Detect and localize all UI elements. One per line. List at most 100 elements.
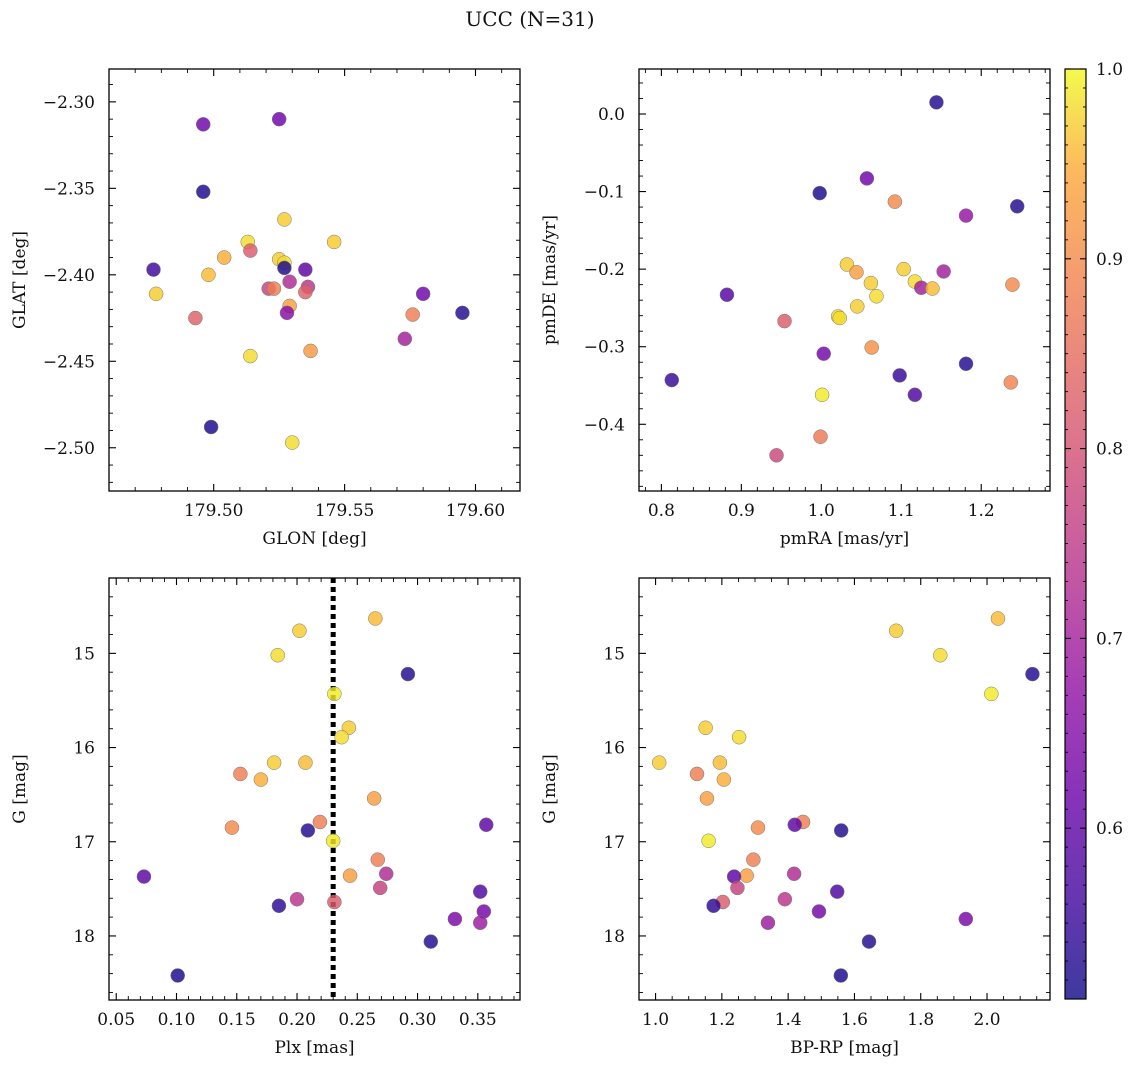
x-tick-label: 1.6 <box>841 1010 868 1030</box>
data-point <box>300 823 316 838</box>
data-point <box>298 755 313 770</box>
data-point <box>719 287 735 302</box>
data-point <box>861 934 877 949</box>
data-point <box>224 820 240 835</box>
x-tick-label: 1.4 <box>775 1010 802 1030</box>
data-point <box>933 647 948 663</box>
data-point <box>811 904 827 919</box>
data-point <box>958 208 974 223</box>
data-point <box>689 766 705 782</box>
data-point <box>664 372 680 388</box>
data-point <box>298 284 313 300</box>
data-point <box>284 435 300 450</box>
x-tick-label: 0.25 <box>338 1010 376 1030</box>
y-tick-label: −0.1 <box>584 183 625 203</box>
data-point <box>282 274 297 289</box>
x-tick-label: 0.9 <box>728 501 755 521</box>
y-tick-label: 18 <box>603 927 625 947</box>
y-tick-label: 16 <box>73 739 95 759</box>
data-point <box>760 915 776 931</box>
data-point <box>216 250 232 265</box>
data-point <box>787 817 803 833</box>
data-point <box>195 117 211 132</box>
plot-area <box>651 611 1040 983</box>
y-tick-label: 15 <box>603 644 625 664</box>
data-point <box>327 894 342 910</box>
data-point <box>786 866 802 882</box>
scatter-panel-3: 0.05 0.10 0.15 0.20 0.25 0.30 0.35 15 16 17 18 Plx … <box>10 577 521 1058</box>
data-point <box>990 611 1006 626</box>
data-point <box>712 755 728 770</box>
data-point <box>706 898 721 914</box>
data-point <box>312 814 328 830</box>
y-tick-label: −0.2 <box>584 260 625 280</box>
x-tick-label: 0.35 <box>459 1010 497 1030</box>
data-point <box>325 833 341 849</box>
data-point <box>397 331 413 347</box>
data-point <box>887 194 903 209</box>
data-point <box>266 281 282 296</box>
data-point <box>892 368 907 383</box>
data-point <box>148 286 164 302</box>
colorbar-tick-label: 0.9 <box>1096 250 1123 270</box>
figure-title: UCC (N=31) <box>465 7 594 31</box>
colorbar-tick-label: 0.6 <box>1096 819 1123 839</box>
data-point <box>372 880 388 896</box>
data-point <box>289 891 305 907</box>
data-point <box>651 755 667 770</box>
data-point <box>699 791 715 806</box>
data-point <box>277 260 292 276</box>
data-point <box>366 791 382 806</box>
data-point <box>813 429 828 444</box>
data-point <box>716 772 732 787</box>
y-axis-label: GLAT [deg] <box>10 231 30 329</box>
data-point <box>869 289 884 304</box>
data-point <box>368 611 383 626</box>
x-tick-label: 0.30 <box>399 1010 437 1030</box>
data-point <box>188 310 203 326</box>
data-point <box>833 968 849 983</box>
data-point <box>423 934 439 949</box>
data-point <box>958 911 974 927</box>
data-point <box>271 111 287 127</box>
data-point <box>303 343 318 359</box>
plot-area <box>146 111 470 450</box>
data-point <box>136 869 152 884</box>
y-axis-label: pmDE [mas/yr] <box>540 215 560 345</box>
data-point <box>958 356 974 372</box>
data-point <box>925 281 940 296</box>
data-point <box>888 623 904 638</box>
data-point <box>195 184 211 200</box>
x-tick-label: 1.2 <box>708 1010 735 1030</box>
y-tick-label: −2.40 <box>43 266 95 286</box>
data-point <box>342 868 358 883</box>
data-point <box>479 817 494 833</box>
data-point <box>270 647 285 663</box>
data-point <box>850 299 865 314</box>
data-point <box>816 346 831 361</box>
data-point <box>271 898 287 914</box>
data-point <box>334 729 349 745</box>
data-point <box>859 171 875 186</box>
data-point <box>279 305 295 321</box>
x-axis-label: BP-RP [mag] <box>790 1038 899 1058</box>
colorbar-tick-label: 0.7 <box>1096 629 1123 649</box>
x-axis-label: GLON [deg] <box>262 529 366 549</box>
scatter-panel-4: 1.0 1.2 1.4 1.6 1.8 2.0 15 16 17 18 BP-RP [mag] G [… <box>540 577 1051 1058</box>
x-tick-label: 1.0 <box>642 1010 669 1030</box>
plot-area <box>664 95 1025 463</box>
y-tick-label: 17 <box>603 833 625 853</box>
y-tick-label: −2.35 <box>43 179 95 199</box>
data-point <box>777 891 793 907</box>
data-point <box>370 852 386 867</box>
data-point <box>1003 375 1019 390</box>
x-tick-label: 1.8 <box>907 1010 934 1030</box>
data-point <box>405 307 420 322</box>
data-point <box>832 310 847 326</box>
x-tick-label: 0.20 <box>278 1010 316 1030</box>
data-point <box>907 387 923 403</box>
colorbar-tick-label: 0.8 <box>1096 440 1123 460</box>
axes-frame <box>638 577 1051 1001</box>
data-point <box>170 968 185 983</box>
